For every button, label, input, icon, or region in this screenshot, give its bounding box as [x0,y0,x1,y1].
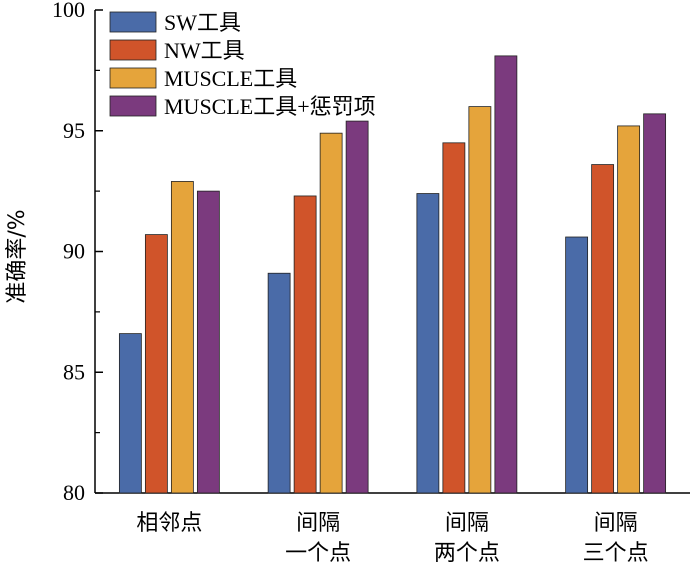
legend-swatch [109,11,157,33]
legend-label: MUSCLE工具 [164,66,297,91]
y-tick-label: 80 [63,480,85,505]
x-tick-label: 两个点 [434,541,500,566]
legend-swatch [109,67,157,89]
x-tick-label: 间隔 [594,511,638,536]
legend-label: MUSCLE工具+惩罚项 [164,94,376,119]
bar [591,164,615,494]
x-tick-label: 三个点 [583,541,649,566]
y-tick-label: 100 [52,0,85,22]
x-tick-label: 间隔 [296,511,340,536]
y-tick-label: 95 [63,118,85,143]
bar [118,333,142,494]
bar [565,236,589,494]
bar [468,106,492,494]
y-axis-label: 准确率/% [5,209,30,303]
bar [170,181,194,494]
bar [144,234,168,494]
bar [267,272,291,494]
bar [196,190,220,494]
x-tick-label: 间隔 [445,511,489,536]
y-tick-label: 90 [63,239,85,264]
bar [293,195,317,494]
legend-label: SW工具 [164,10,241,35]
bar [494,55,518,494]
bar [345,120,369,494]
bar [643,113,667,494]
bar [442,142,466,494]
bar [416,193,440,494]
legend-label: NW工具 [164,38,245,63]
x-tick-label: 相邻点 [136,511,202,536]
bar [617,125,641,494]
legend-swatch [109,39,157,61]
y-tick-label: 85 [63,359,85,384]
bar [319,132,343,494]
x-tick-label: 一个点 [285,541,351,566]
legend-swatch [109,95,157,117]
